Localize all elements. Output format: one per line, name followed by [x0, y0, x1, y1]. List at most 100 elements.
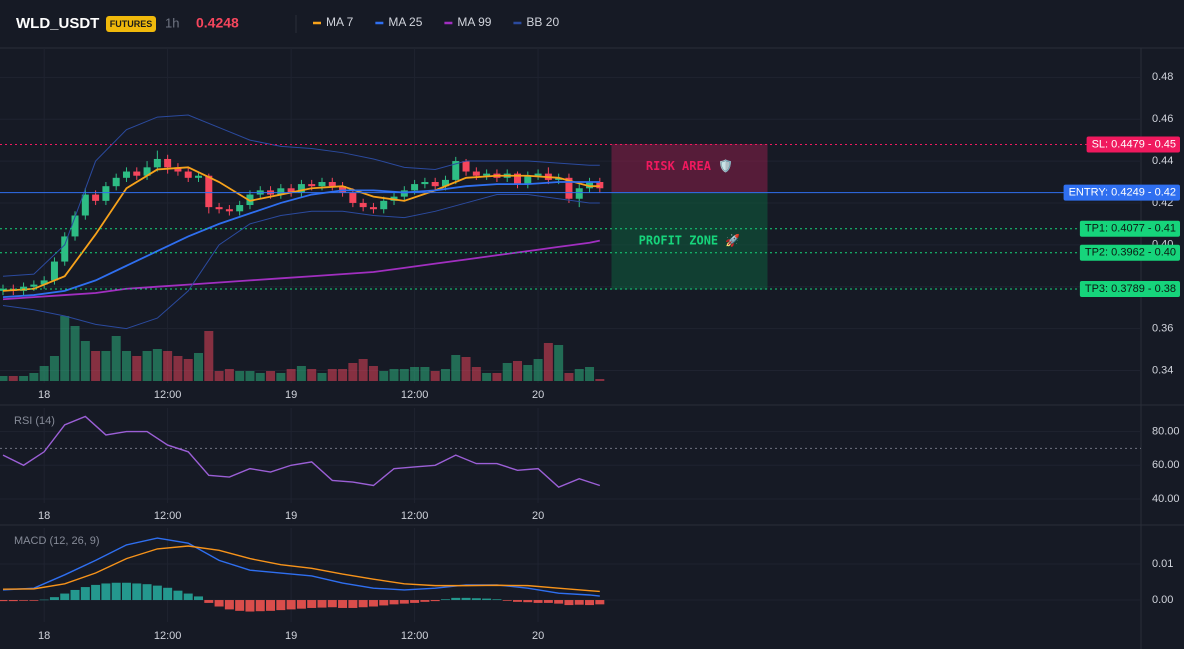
candle-body: [555, 177, 563, 180]
volume-bar: [163, 351, 173, 381]
volume-bar: [327, 369, 337, 381]
indicator-line: [2, 537, 600, 597]
histogram-bar: [286, 600, 296, 610]
y-tick-label: 0.01: [1152, 558, 1173, 570]
histogram-bar: [307, 600, 317, 608]
candle-body: [596, 182, 604, 189]
volume-bar: [60, 316, 70, 381]
volume-bar: [111, 336, 121, 381]
volume-bar: [204, 331, 214, 381]
candle-body: [164, 158, 172, 168]
histogram-bar: [152, 585, 162, 601]
histogram-bar: [121, 582, 131, 601]
volume-bar: [214, 371, 224, 381]
legend-label: MA 25: [388, 15, 422, 29]
histogram-bar: [224, 600, 234, 610]
volume-bar: [70, 326, 80, 381]
histogram-bar: [574, 600, 584, 605]
volume-bar: [245, 371, 255, 381]
histogram-bar: [451, 597, 461, 601]
candle-body: [184, 171, 192, 178]
histogram-bar: [410, 600, 420, 603]
volume-bar: [502, 363, 512, 381]
histogram-bar: [533, 600, 543, 603]
candle-body: [195, 175, 203, 178]
candle-body: [400, 190, 408, 197]
y-tick-label: 80.00: [1152, 425, 1180, 437]
candle-body: [328, 182, 336, 187]
volume-bar: [513, 361, 522, 381]
candle-body: [92, 194, 100, 201]
candle-body: [277, 188, 285, 195]
histogram-bar: [19, 600, 29, 601]
histogram-bar: [111, 582, 121, 601]
x-tick-label: 12:00: [154, 510, 182, 522]
candle-body: [122, 171, 130, 178]
volume-bar: [19, 376, 29, 381]
histogram-bar: [317, 600, 327, 608]
candle-body: [369, 207, 377, 210]
candle-body: [349, 192, 357, 203]
histogram-bar: [523, 600, 533, 603]
candle-body: [215, 207, 223, 210]
volume-bar: [348, 363, 358, 381]
volume-bar: [29, 373, 39, 381]
volume-bar: [91, 351, 101, 381]
candle-body: [71, 215, 79, 237]
volume-bar: [194, 353, 204, 381]
level-label-bg: [1079, 280, 1180, 297]
candle-body: [287, 188, 295, 193]
level-label-bg: [1079, 220, 1180, 237]
y-tick-label: 40.00: [1152, 493, 1180, 505]
candle-body: [565, 177, 573, 199]
y-tick-label: 60.00: [1152, 459, 1180, 471]
x-tick-label: 20: [532, 630, 544, 642]
histogram-bar: [358, 600, 368, 608]
candle-body: [318, 182, 326, 187]
candle-body: [452, 161, 460, 180]
candle-body: [225, 209, 233, 212]
volume-bar: [183, 359, 193, 381]
candle-body: [0, 288, 7, 291]
volume-bar: [39, 366, 49, 381]
histogram-bar: [49, 597, 59, 601]
volume-bar: [461, 357, 471, 381]
histogram-bar: [60, 593, 70, 601]
x-tick-label: 12:00: [401, 389, 429, 401]
candle-body: [102, 186, 110, 201]
ma-line: [2, 181, 600, 299]
histogram-bar: [389, 600, 399, 605]
candle-body: [462, 161, 470, 172]
volume-bar: [358, 359, 368, 381]
histogram-bar: [327, 600, 337, 608]
level-label: ENTRY: 0.4249 - 0.42: [1069, 187, 1176, 199]
candle-body: [50, 261, 58, 281]
histogram-bar: [255, 600, 265, 612]
volume-bar: [399, 369, 409, 381]
candle-body: [431, 182, 439, 187]
volume-bar: [564, 373, 574, 381]
histogram-bar: [368, 600, 378, 607]
histogram-bar: [39, 599, 49, 601]
y-tick-label: 0.00: [1152, 594, 1173, 606]
volume-bar: [533, 359, 543, 381]
zone: [611, 144, 768, 194]
volume-bar: [420, 367, 430, 381]
level-label: TP1: 0.4077 - 0.41: [1085, 223, 1176, 235]
volume-bar: [8, 376, 18, 381]
volume-bar: [471, 367, 481, 381]
volume-bar: [595, 379, 605, 381]
histogram-bar: [0, 600, 8, 602]
volume-bar: [430, 371, 440, 381]
histogram-bar: [266, 600, 276, 611]
volume-bar: [543, 343, 553, 381]
histogram-bar: [595, 600, 605, 605]
histogram-bar: [163, 587, 173, 601]
volume-bar: [152, 349, 162, 381]
histogram-bar: [420, 600, 430, 602]
symbol: WLD_USDT: [16, 15, 99, 32]
x-tick-label: 12:00: [154, 389, 182, 401]
volume-bar: [235, 371, 245, 381]
histogram-bar: [492, 599, 502, 601]
